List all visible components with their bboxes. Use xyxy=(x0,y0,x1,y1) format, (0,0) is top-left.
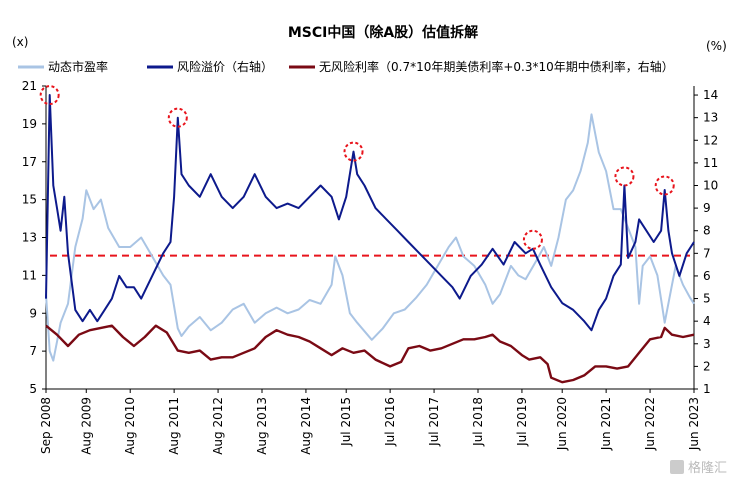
y-right-tick-label: 3 xyxy=(703,337,711,351)
x-tick-label: Jul 2015 xyxy=(339,397,353,447)
y-left-tick-label: 7 xyxy=(29,344,37,358)
y-left-tick-label: 9 xyxy=(29,306,37,320)
x-tick-label: Aug 2014 xyxy=(299,397,313,455)
x-tick-label: Jul 2017 xyxy=(427,397,441,447)
legend: 动态市盈率 风险溢价（右轴） 无风险利率（0.7*10年期美债利率+0.3*10年期… xyxy=(18,59,674,74)
y-right-tick-label: 2 xyxy=(703,359,711,373)
y-right-tick-label: 14 xyxy=(703,88,718,102)
y-right-tick-label: 7 xyxy=(703,246,711,260)
y-right-tick-label: 13 xyxy=(703,111,718,125)
series-risk-premium-line xyxy=(45,94,695,332)
y-right-tick-label: 1 xyxy=(703,382,711,396)
highlight-circle xyxy=(343,141,364,162)
x-tick-label: Jun 2022 xyxy=(643,397,657,451)
y-left-tick-label: 15 xyxy=(22,193,37,207)
x-tick-label: Aug 2010 xyxy=(123,397,137,455)
y-right-tick-label: 5 xyxy=(703,292,711,306)
watermark-text: 格隆汇 xyxy=(688,460,727,476)
x-tick-label: Sep 2008 xyxy=(39,397,53,454)
x-tick-label: Jul 2018 xyxy=(471,397,485,447)
y-right-tick-label: 11 xyxy=(703,156,718,170)
highlight-circle xyxy=(654,175,675,196)
x-tick-label: Aug 2012 xyxy=(211,397,225,455)
y-right-tick-label: 9 xyxy=(703,201,711,215)
y-left-tick-label: 13 xyxy=(22,231,37,245)
y-left-tick-label: 21 xyxy=(22,79,37,93)
x-tick-label: Jul 2019 xyxy=(515,397,529,447)
y-right-tick-label: 8 xyxy=(703,224,711,238)
highlight-circle xyxy=(614,166,635,187)
series-pe-line xyxy=(45,113,695,362)
x-tick-label: Jun 2021 xyxy=(599,397,613,451)
y-right-tick-label: 6 xyxy=(703,269,711,283)
y-right-tick-label: 4 xyxy=(703,314,711,328)
x-tick-label: Aug 2009 xyxy=(79,397,93,455)
highlight-circle xyxy=(39,85,60,106)
right-axis-unit: (%) xyxy=(706,39,727,53)
y-right-tick-label: 12 xyxy=(703,133,718,147)
x-tick-label: Aug 2011 xyxy=(167,397,181,455)
highlight-circle xyxy=(167,107,188,128)
x-tick-label: Aug 2013 xyxy=(255,397,269,455)
left-axis-unit: (x) xyxy=(12,35,28,49)
x-tick-label: Jun 2020 xyxy=(555,397,569,451)
y-left-tick-label: 17 xyxy=(22,155,37,169)
watermark-logo xyxy=(670,460,684,474)
legend-label: 无风险利率（0.7*10年期美债利率+0.3*10年期中债利率，右轴） xyxy=(319,59,674,74)
chart-title: MSCI中国（除A股）估值拆解 xyxy=(288,24,478,41)
y-right-tick-label: 10 xyxy=(703,178,718,192)
highlight-circle xyxy=(522,229,543,250)
y-left-tick-label: 5 xyxy=(29,382,37,396)
series-risk-free-line xyxy=(45,324,695,384)
y-left-tick-label: 11 xyxy=(22,268,37,282)
legend-label: 动态市盈率 xyxy=(48,59,108,74)
x-tick-label: Jun 2023 xyxy=(687,397,701,451)
watermark: 格隆汇 xyxy=(670,460,727,476)
x-tick-label: Jul 2016 xyxy=(383,397,397,447)
legend-label: 风险溢价（右轴） xyxy=(177,59,273,74)
y-left-tick-label: 19 xyxy=(22,117,37,131)
